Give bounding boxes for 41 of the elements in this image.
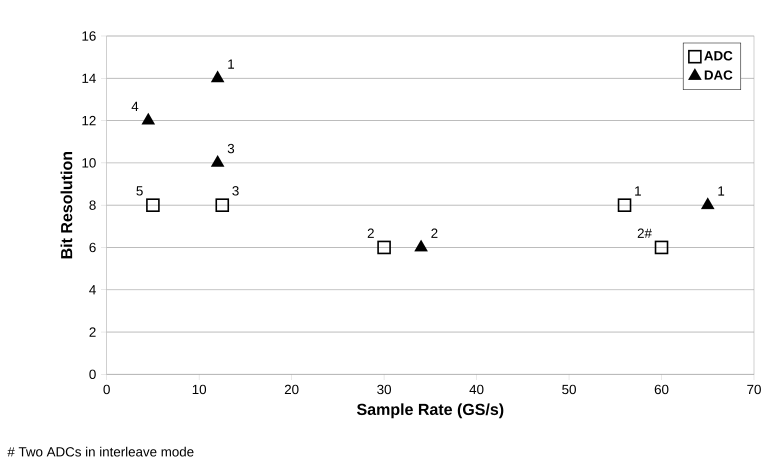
annotation: 1	[635, 186, 641, 196]
annotation: 4	[132, 102, 138, 111]
annotation: 2	[368, 228, 374, 238]
point	[215, 198, 230, 212]
y-tick-label: 14	[82, 74, 96, 83]
x-axis-title: Sample Rate (GS/s)	[356, 403, 504, 418]
annotation: 2	[431, 228, 438, 238]
y-tick-label: 0	[89, 370, 96, 380]
x-tick-label: 60	[654, 384, 668, 394]
point	[146, 198, 160, 212]
x-tick-label: 0	[103, 384, 110, 394]
annotation: 3	[232, 186, 239, 196]
text: # Two ADCs in interleave mode	[7, 446, 194, 457]
annotation: 5	[136, 186, 143, 196]
y-tick-label: 6	[90, 242, 96, 252]
legend-label: DAC	[704, 70, 732, 80]
point	[701, 198, 714, 210]
x-tick-label: 30	[377, 384, 391, 394]
y-tick-label: 4	[89, 285, 96, 294]
annotation: 1	[228, 60, 234, 69]
annotation: 3	[228, 144, 234, 154]
legend-label: ADC	[704, 51, 732, 60]
point	[211, 70, 224, 82]
y-tick-label: 2	[90, 327, 96, 337]
y-tick-label: 8	[89, 200, 96, 210]
x-tick-label: 20	[284, 384, 299, 394]
point	[377, 240, 391, 254]
y-tick-label: 12	[82, 116, 96, 126]
y-tick-label: 16	[82, 31, 96, 41]
point	[618, 198, 632, 212]
x-tick-label: 40	[469, 384, 484, 394]
point	[654, 240, 668, 254]
x-tick-label: 70	[747, 384, 761, 394]
x-tick-label: 50	[562, 384, 576, 394]
x-tick-label: 10	[192, 384, 206, 394]
annotation: 1	[718, 186, 724, 196]
annotation: 2#	[638, 228, 652, 238]
point	[142, 112, 155, 125]
y-tick-label: 10	[82, 158, 96, 168]
y-axis-title: Bit Resolution	[60, 152, 72, 258]
point	[211, 155, 224, 167]
